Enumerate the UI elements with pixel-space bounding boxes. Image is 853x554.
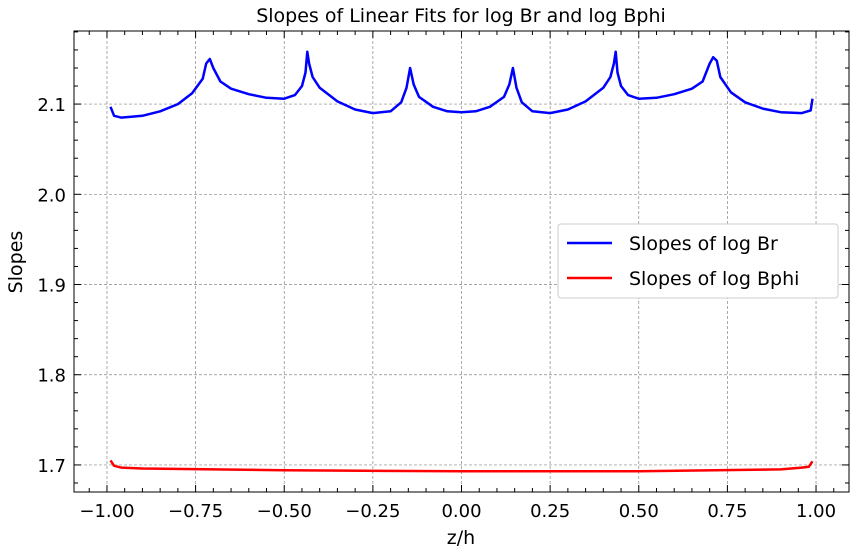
x-tick-label: 0.75 [707,501,747,522]
x-tick-label: 1.00 [796,501,836,522]
ticks: −1.00 −0.75 −0.50 −0.25 0.00 0.25 0.50 0.75 1.00… [37,31,849,522]
y-tick-label: 1.7 [37,456,66,477]
x-tick-label: −0.25 [345,501,400,522]
legend-label-br: Slopes of log Br [629,233,778,255]
x-tick-label: −0.50 [257,501,312,522]
x-tick-label: −1.00 [79,501,134,522]
legend-label-bphi: Slopes of log Bphi [629,268,799,290]
plot-frame [73,30,850,493]
x-tick-label: 0.25 [530,501,570,522]
series-lines [109,50,814,473]
y-tick-label: 1.8 [37,366,66,387]
y-tick-label: 1.9 [37,276,66,297]
chart-title: Slopes of Linear Fits for log Br and log… [256,5,666,27]
x-tick-label: −0.75 [168,501,223,522]
series-line-br [109,50,814,119]
x-axis-label: z/h [447,527,475,549]
series-line-bphi [109,459,814,473]
legend: Slopes of log Br Slopes of log Bphi [557,223,839,299]
y-axis-label: Slopes [5,231,27,294]
legend-box [557,223,839,299]
y-tick-label: 2.1 [37,95,66,116]
y-tick-label: 2.0 [37,185,66,206]
x-tick-label: 0.00 [441,501,481,522]
x-tick-label: 0.50 [619,501,659,522]
